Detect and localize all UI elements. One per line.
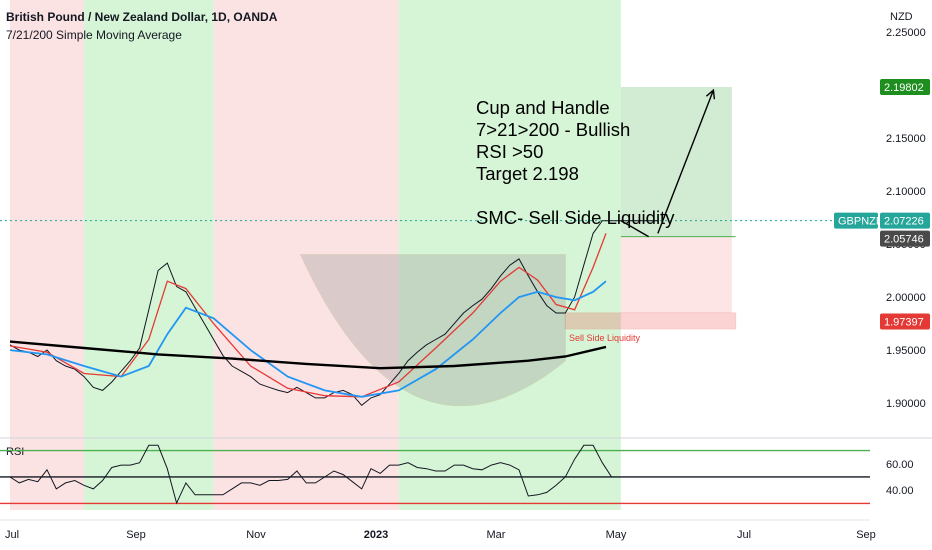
y-tick-5: 2.00000 [886,292,926,304]
trend-bands [10,0,621,510]
target-zone [620,87,732,237]
rsi-line [9,444,658,505]
symbol-title: British Pound / New Zealand Dollar, 1D, … [6,10,278,24]
x-tick-3: 2023 [364,529,388,541]
y-tick-3: 2.10000 [886,186,926,198]
x-tick-5: May [606,529,627,541]
x-tick-1: Sep [126,529,146,541]
series-line-2 [9,280,607,398]
stop-price-tag-bg [880,313,930,330]
trade-notes: Cup and Handle 7>21>200 - Bullish RSI >5… [476,97,674,229]
x-tick-6: Jul [737,529,751,541]
trend-band-3 [398,0,483,510]
rsi-label: RSI [6,446,24,458]
note-line-1: Cup and Handle [476,97,610,118]
series-lines [9,220,658,406]
entry-price-tag: 2.05746 [884,234,924,246]
entry-price-tag-bg [880,230,930,247]
rsi-panel: RSI 60.00 40.00 [0,437,932,505]
note-line-3: RSI >50 [476,141,544,162]
risk-zone [620,236,732,313]
x-tick-4: Mar [487,529,506,541]
trend-band-4 [482,0,566,510]
cup-shape [299,254,566,407]
y-tick-0: 2.25000 [886,27,926,39]
note-line-2: 7>21>200 - Bullish [476,119,631,140]
x-tick-2: Nov [246,529,266,541]
symbol-tag-bg [834,212,878,229]
x-tick-7: Sep [856,529,876,541]
note-line-4: Target 2.198 [476,163,579,184]
trend-band-0 [10,0,85,510]
rsi-tick-1: 40.00 [886,485,914,497]
trade-zones [299,87,737,407]
series-line-1 [9,233,607,398]
sell-side-label: Sell Side Liquidity [569,333,641,343]
rsi-tick-0: 60.00 [886,459,914,471]
trend-band-2 [213,0,399,510]
y-tick-7: 1.90000 [886,398,926,410]
currency-label: NZD [890,11,913,23]
current-price-tag-bg [880,212,930,229]
trend-band-5 [565,0,621,510]
note-line-6: SMC- Sell Side Liquidity [476,207,675,228]
chart-marks: Sell Side Liquidity 2.19802 GBPNZD 2.07226 2… [569,79,930,343]
y-tick-6: 1.95000 [886,345,926,357]
target-arrow-head [705,88,716,100]
target-arrow [657,89,715,234]
target-price-tag-bg [880,79,930,95]
x-tick-0: Jul [5,529,19,541]
sell-side-zone [564,312,737,330]
stop-price-tag: 1.97397 [884,316,924,328]
y-tick-2: 2.15000 [886,133,926,145]
indicator-label: 7/21/200 Simple Moving Average [6,28,182,42]
target-price-tag: 2.19802 [884,82,924,94]
current-price-tag: 2.07226 [884,216,924,228]
pullback-arrow [620,220,649,238]
trend-band-1 [84,0,214,510]
symbol-tag: GBPNZD [838,216,884,228]
series-line-3 [9,340,607,370]
